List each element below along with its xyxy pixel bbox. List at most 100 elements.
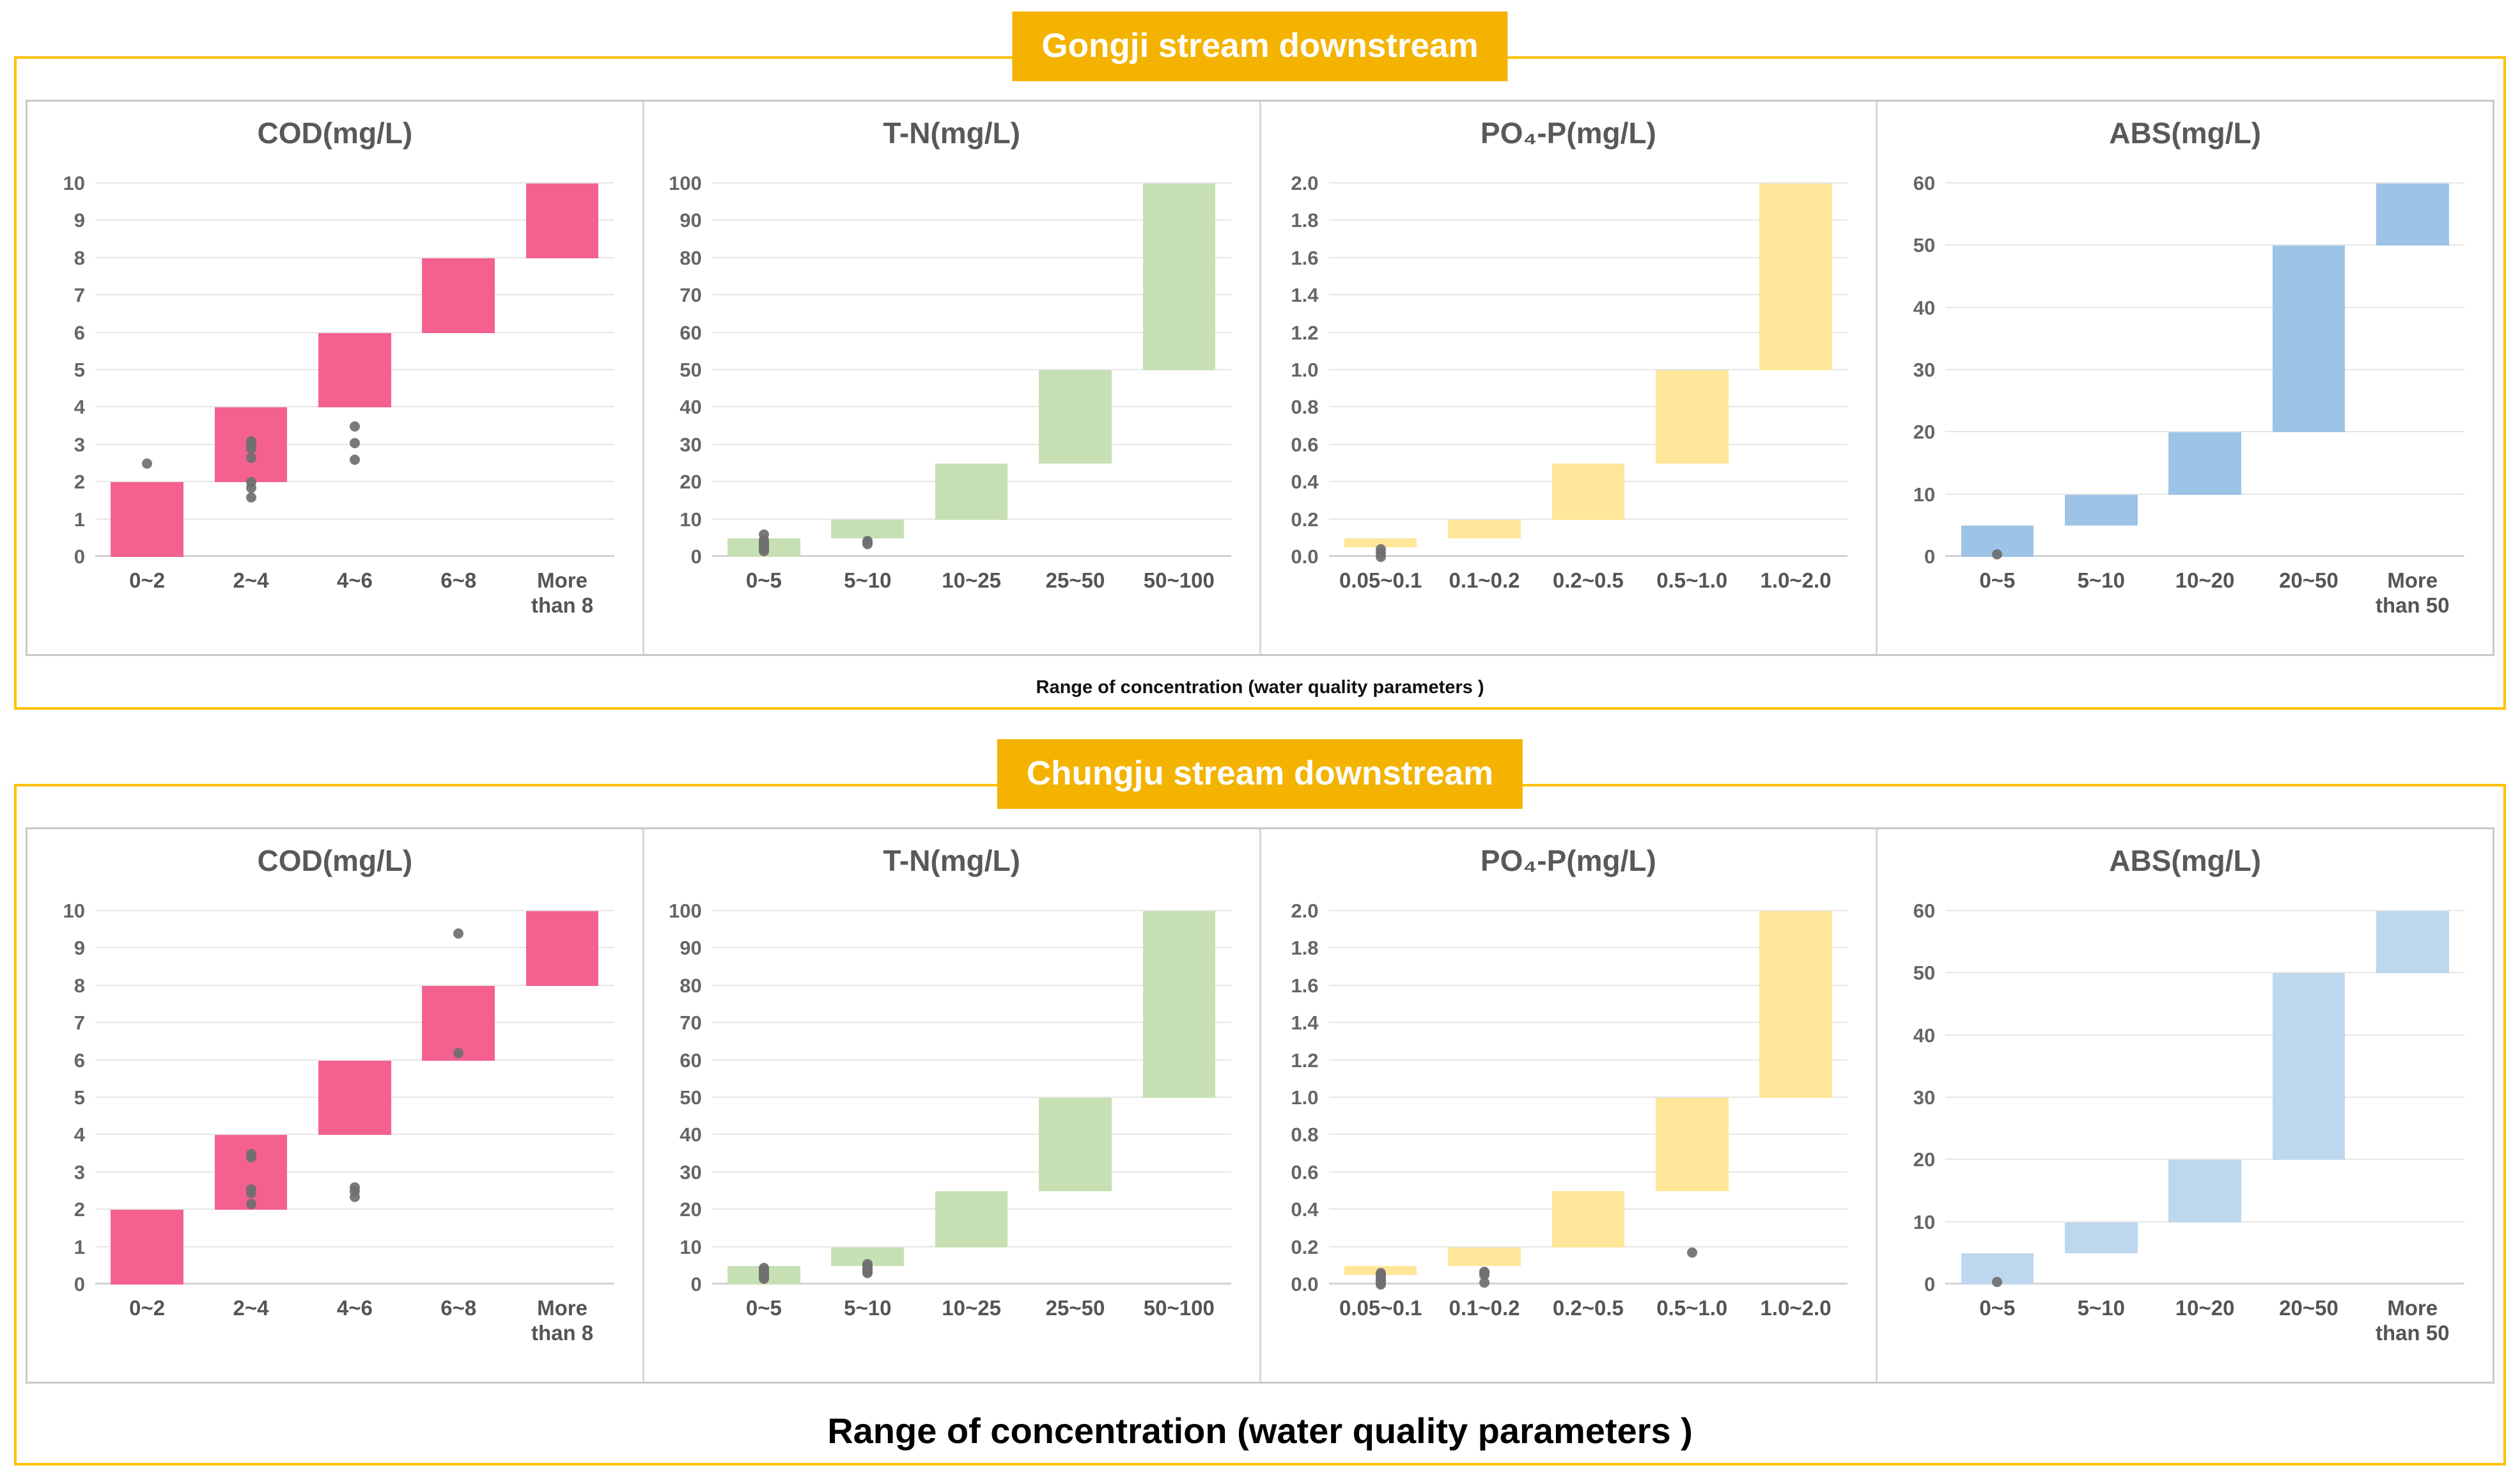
x-category-label: 0.5~1.0 bbox=[1656, 1296, 1728, 1320]
y-tick-label: 0.8 bbox=[1291, 396, 1319, 419]
y-tick-label: 20 bbox=[680, 471, 702, 494]
range-bar bbox=[1039, 1098, 1112, 1191]
y-tick-label: 10 bbox=[680, 508, 702, 531]
chart-title: PO₄-P(mg/L) bbox=[1480, 844, 1656, 877]
charts-row: COD(mg/L) 0 1 2 3 4 5 6 7 8 9 10 0~2 2~4 4~6 6~8 More t… bbox=[26, 827, 2494, 1384]
y-gridline bbox=[1945, 1283, 2464, 1285]
panel-chungju-downstream: Chungju stream downstream COD(mg/L) 0 1 2 3… bbox=[14, 739, 2506, 1465]
y-gridline bbox=[95, 331, 614, 333]
y-tick-label: 10 bbox=[63, 172, 85, 194]
y-tick-label: 10 bbox=[680, 1235, 702, 1258]
y-tick-label: 30 bbox=[680, 1160, 702, 1184]
y-tick-label: 1.6 bbox=[1291, 974, 1319, 997]
y-gridline bbox=[1945, 244, 2464, 246]
x-axis-label: Range of concentration (water quality pa… bbox=[827, 1411, 1693, 1451]
chart-cod: COD(mg/L) 0 1 2 3 4 5 6 7 8 9 10 0~2 2~4 4~6 6~8 More t… bbox=[27, 829, 644, 1382]
y-gridline bbox=[1328, 219, 1848, 221]
y-gridline bbox=[1945, 1159, 2464, 1160]
x-category-label: 25~50 bbox=[1045, 1296, 1105, 1320]
range-bar bbox=[1759, 911, 1832, 1098]
chart-abs: ABS(mg/L) 0 10 20 30 40 50 60 0~5 5~10 10~20 20~50… bbox=[1878, 829, 2493, 1382]
y-gridline bbox=[1945, 1097, 2464, 1098]
y-gridline bbox=[1328, 1097, 1848, 1098]
y-tick-label: 0.2 bbox=[1291, 1235, 1319, 1258]
y-gridline bbox=[1328, 555, 1848, 557]
y-tick-label: 9 bbox=[74, 209, 85, 232]
y-tick-label: 1.0 bbox=[1291, 359, 1319, 381]
plot-area: 0.0 0.2 0.4 0.6 0.8 1.0 1.2 1.4 1.6 1.8 2.0 0.05~0.… bbox=[1291, 900, 1848, 1320]
y-gridline bbox=[1328, 947, 1848, 949]
y-tick-label: 5 bbox=[74, 1086, 85, 1109]
x-category-label: 20~50 bbox=[2279, 1296, 2338, 1320]
y-tick-label: 20 bbox=[1913, 421, 1936, 444]
y-gridline bbox=[712, 1059, 1231, 1061]
y-tick-label: 60 bbox=[680, 321, 702, 344]
x-category-label: 0.5~1.0 bbox=[1656, 568, 1728, 592]
plot-area: 0 10 20 30 40 50 60 70 80 90 100 0~5 5~10 10~25 25~50 5… bbox=[669, 900, 1231, 1320]
x-category-label: 50~100 bbox=[1143, 568, 1215, 592]
y-tick-label: 30 bbox=[1913, 359, 1936, 381]
y-tick-label: 3 bbox=[74, 1160, 85, 1184]
range-bar bbox=[1142, 911, 1216, 1098]
range-bar bbox=[1759, 184, 1832, 370]
range-bar bbox=[1655, 370, 1729, 464]
y-gridline bbox=[712, 1134, 1231, 1136]
plot-area: 0 1 2 3 4 5 6 7 8 9 10 0~2 2~4 4~6 6~8 More than 8 bbox=[63, 900, 614, 1345]
y-gridline bbox=[712, 219, 1231, 221]
y-tick-label: 100 bbox=[669, 172, 702, 194]
panel-title-badge: Chungju stream downstream bbox=[997, 739, 1523, 809]
y-tick-label: 0.0 bbox=[1291, 545, 1319, 568]
y-tick-label: 1 bbox=[74, 1235, 85, 1258]
x-category-label: 2~4 bbox=[233, 1296, 269, 1320]
y-tick-label: 1.2 bbox=[1291, 321, 1319, 344]
plot-area: 0 10 20 30 40 50 60 0~5 5~10 10~20 20~50 More than … bbox=[1913, 172, 2464, 617]
x-category-label: 5~10 bbox=[2077, 568, 2125, 592]
x-category-label: 10~25 bbox=[942, 1296, 1001, 1320]
y-tick-label: 0.0 bbox=[1291, 1273, 1319, 1295]
y-tick-label: 60 bbox=[680, 1049, 702, 1072]
y-tick-label: 50 bbox=[1913, 962, 1936, 985]
panel-title-badge: Gongji stream downstream bbox=[1012, 12, 1508, 81]
y-gridline bbox=[95, 1171, 614, 1173]
y-gridline bbox=[95, 947, 614, 949]
observation-dot bbox=[245, 453, 256, 464]
observation-dot bbox=[1992, 1277, 2003, 1288]
plot-area: 0 1 2 3 4 5 6 7 8 9 10 0~2 2~4 4~6 6~8 More than 8 bbox=[63, 172, 614, 617]
y-tick-label: 70 bbox=[680, 1012, 702, 1035]
y-gridline bbox=[95, 1022, 614, 1024]
y-tick-label: 80 bbox=[680, 974, 702, 997]
y-gridline bbox=[95, 294, 614, 296]
y-gridline bbox=[95, 1246, 614, 1247]
y-tick-label: 7 bbox=[74, 284, 85, 307]
x-category-label: 0.1~0.2 bbox=[1449, 1296, 1520, 1320]
y-tick-label: 1.8 bbox=[1291, 209, 1319, 232]
y-gridline bbox=[712, 369, 1231, 370]
range-bar bbox=[1448, 1247, 1521, 1266]
y-gridline bbox=[95, 182, 614, 184]
range-bar bbox=[1142, 184, 1216, 370]
x-category-label: More than 8 bbox=[531, 1296, 594, 1345]
y-tick-label: 30 bbox=[1913, 1086, 1936, 1109]
chart-tn: T-N(mg/L) 0 10 20 30 40 50 60 70 80 90 100 0~5 5~10 1… bbox=[644, 102, 1261, 654]
y-tick-label: 0 bbox=[1924, 1273, 1936, 1295]
x-category-label: 0.1~0.2 bbox=[1449, 568, 1520, 592]
y-tick-label: 0.8 bbox=[1291, 1123, 1319, 1146]
x-category-label: More than 50 bbox=[2376, 1296, 2450, 1345]
x-category-label: More than 8 bbox=[531, 568, 594, 617]
observation-dot bbox=[349, 455, 360, 465]
y-gridline bbox=[1945, 431, 2464, 433]
x-category-label: 5~10 bbox=[844, 1296, 892, 1320]
y-gridline bbox=[1945, 555, 2464, 557]
y-tick-label: 40 bbox=[680, 396, 702, 419]
range-bar bbox=[935, 1191, 1008, 1247]
chart-title: ABS(mg/L) bbox=[2109, 116, 2261, 150]
range-bar bbox=[1655, 1098, 1729, 1191]
x-category-label: 0~5 bbox=[1979, 568, 2016, 592]
x-category-label: 0~2 bbox=[129, 568, 166, 592]
x-category-label: 0.05~0.1 bbox=[1339, 568, 1422, 592]
y-gridline bbox=[95, 1208, 614, 1210]
y-gridline bbox=[1328, 443, 1848, 445]
range-bar bbox=[422, 258, 495, 333]
y-gridline bbox=[1328, 369, 1848, 370]
y-gridline bbox=[95, 1059, 614, 1061]
